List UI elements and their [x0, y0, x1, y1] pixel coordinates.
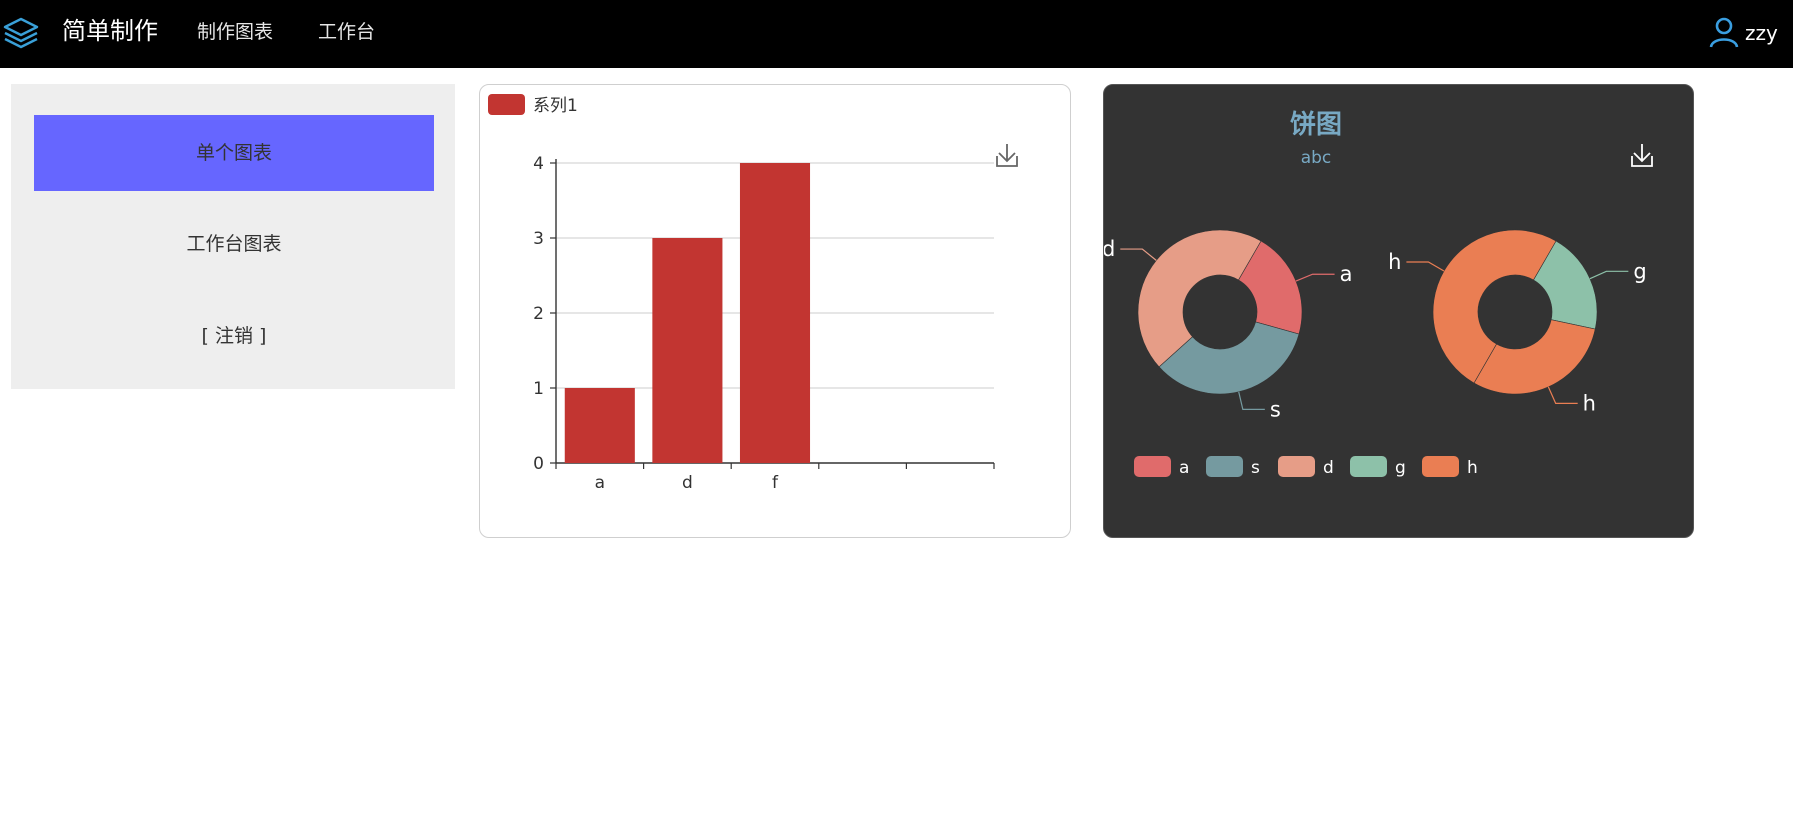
- legend-swatch[interactable]: [1206, 456, 1243, 477]
- legend-label[interactable]: s: [1251, 458, 1260, 478]
- user-name[interactable]: zzy: [1745, 21, 1778, 45]
- menu-single-chart[interactable]: 单个图表: [34, 115, 434, 191]
- nav-make-chart[interactable]: 制作图表: [197, 21, 274, 43]
- download-icon[interactable]: [996, 144, 1018, 167]
- y-tick-label: 3: [533, 229, 544, 249]
- pie-chart-panel: 饼图 abc a s d g h h a s d g h: [1102, 84, 1694, 538]
- legend-swatch[interactable]: [1422, 456, 1459, 477]
- pie-label: h: [1583, 391, 1596, 415]
- legend-label[interactable]: a: [1179, 458, 1189, 478]
- bar[interactable]: [652, 238, 723, 463]
- pie-label: g: [1633, 259, 1646, 283]
- legend-swatch[interactable]: [1278, 456, 1315, 477]
- top-navbar: 简单制作 制作图表 工作台 zzy: [0, 0, 1793, 68]
- pie-slice[interactable]: [1158, 321, 1300, 395]
- pie-chart: 饼图 abc a s d g h h a s d g h: [1102, 110, 1653, 478]
- pie-title: 饼图: [1290, 110, 1342, 140]
- user-icon[interactable]: [1708, 16, 1740, 48]
- legend-swatch[interactable]: [1134, 456, 1171, 477]
- pie-slice[interactable]: [1137, 229, 1262, 368]
- y-tick-label: 0: [533, 454, 544, 474]
- bar[interactable]: [564, 388, 635, 463]
- pie-slice[interactable]: [1473, 319, 1596, 395]
- pie-label-line: [1406, 261, 1445, 272]
- pie-label-line: [1238, 391, 1265, 410]
- x-tick-label: f: [772, 473, 779, 493]
- legend-swatch[interactable]: [1350, 456, 1387, 477]
- pie-label-line: [1589, 270, 1629, 280]
- x-tick-label: d: [682, 473, 693, 493]
- bar-chart-panel: 系列1 0 1 2 3 4 a d f: [479, 84, 1071, 538]
- pie-label: h: [1388, 250, 1401, 274]
- x-tick-label: a: [595, 473, 605, 493]
- brand-title[interactable]: 简单制作: [62, 17, 158, 45]
- legend-label[interactable]: d: [1323, 458, 1334, 478]
- side-menu: 单个图表 工作台图表 [ 注销 ]: [11, 84, 455, 389]
- legend-label[interactable]: g: [1395, 458, 1406, 478]
- pie-slice[interactable]: [1238, 240, 1303, 335]
- layers-icon[interactable]: [2, 14, 40, 52]
- bar[interactable]: [739, 163, 811, 463]
- pie-label: s: [1270, 397, 1281, 421]
- menu-logout[interactable]: [ 注销 ]: [201, 325, 267, 347]
- pie-label: a: [1340, 262, 1353, 286]
- menu-workbench-charts[interactable]: 工作台图表: [186, 233, 282, 255]
- y-tick-label: 4: [533, 154, 544, 174]
- download-icon[interactable]: [1631, 144, 1653, 167]
- y-tick-label: 2: [533, 304, 544, 324]
- y-tick-label: 1: [533, 379, 544, 399]
- pie-label-line: [1120, 248, 1157, 261]
- bar-chart: 系列1 0 1 2 3 4 a d f: [488, 94, 1018, 493]
- pie-subtitle: abc: [1301, 148, 1332, 168]
- legend-swatch[interactable]: [488, 94, 525, 115]
- pie-label-line: [1547, 386, 1578, 404]
- pie-slice[interactable]: [1432, 229, 1557, 384]
- pie-label: d: [1104, 237, 1115, 261]
- legend-label[interactable]: h: [1467, 458, 1478, 478]
- legend-label[interactable]: 系列1: [533, 96, 578, 116]
- nav-workbench[interactable]: 工作台: [318, 21, 376, 43]
- pie-label-line: [1295, 273, 1335, 282]
